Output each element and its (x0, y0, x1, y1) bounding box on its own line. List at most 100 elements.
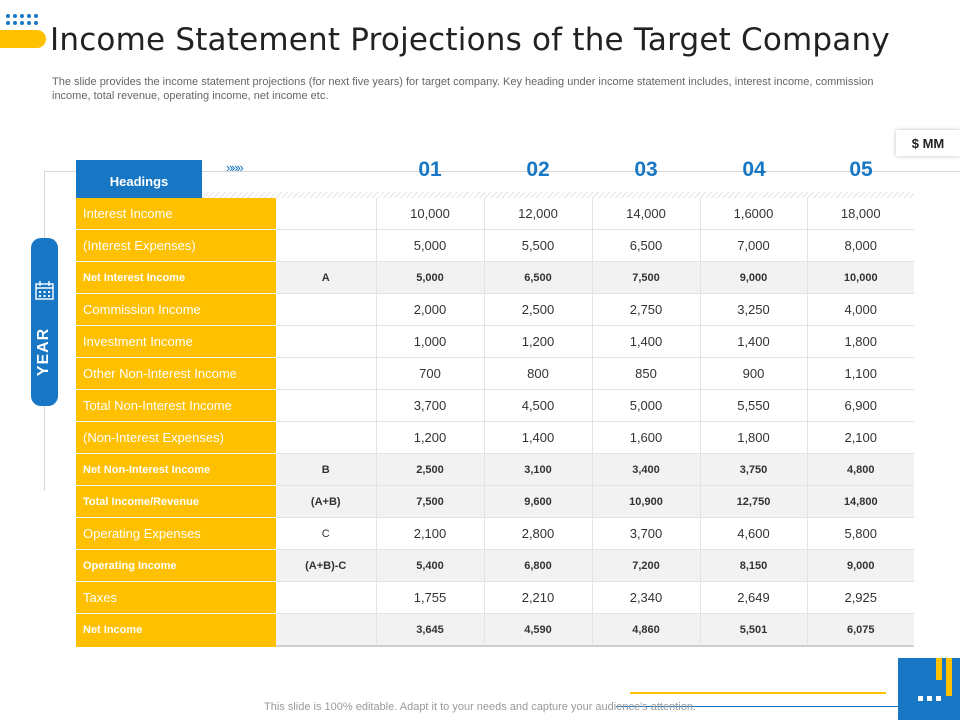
row-reference (276, 229, 377, 262)
footer-line-blue (616, 706, 910, 707)
value-cell: 2,649 (700, 581, 808, 614)
footer-note: This slide is 100% editable. Adapt it to… (264, 701, 696, 713)
row-label: Total Non-Interest Income (76, 389, 276, 422)
row-reference: (A+B)-C (276, 549, 377, 582)
row-reference: (A+B) (276, 485, 377, 518)
value-cell: 1,100 (807, 357, 914, 390)
year-03: 03 (634, 158, 658, 181)
table-row: Taxes 1,755 2,210 2,340 2,649 2,925 (76, 581, 914, 614)
row-label: Taxes (76, 581, 276, 614)
value-cell: 3,250 (700, 293, 808, 326)
headings-label: Headings (76, 160, 202, 202)
calendar-icon (35, 281, 54, 300)
row-reference (276, 357, 377, 390)
value-cell: 5,000 (592, 389, 701, 422)
value-cell: 1,755 (376, 581, 485, 614)
value-cell: 2,100 (376, 517, 485, 550)
row-label: Investment Income (76, 325, 276, 358)
value-cell: 1,200 (376, 421, 485, 454)
row-reference (276, 293, 377, 326)
value-cell: 10,000 (807, 261, 914, 294)
logo-dots (6, 14, 38, 25)
row-label: Net Income (76, 613, 276, 647)
chevrons-icon: »»» (226, 160, 244, 175)
table-row: Operating Income (A+B)-C 5,400 6,800 7,200 8,… (76, 549, 914, 582)
table-row: Investment Income 1,000 1,200 1,400 1,400 1,8… (76, 325, 914, 358)
value-cell: 4,000 (807, 293, 914, 326)
row-label: Other Non-Interest Income (76, 357, 276, 390)
value-cell: 1,6000 (700, 198, 808, 230)
row-reference (276, 325, 377, 358)
value-cell: 1,600 (592, 421, 701, 454)
table-row: Interest Income 10,000 12,000 14,000 1,6000 1… (76, 198, 914, 230)
value-cell: 1,000 (376, 325, 485, 358)
value-cell: 4,500 (484, 389, 593, 422)
value-cell: 1,400 (484, 421, 593, 454)
value-cell: 5,000 (376, 229, 485, 262)
row-reference: A (276, 261, 377, 294)
row-label: Total Income/Revenue (76, 485, 276, 518)
value-cell: 5,400 (376, 549, 485, 582)
value-cell: 2,500 (376, 453, 485, 486)
row-label: (Non-Interest Expenses) (76, 421, 276, 454)
unit-badge: $ MM (896, 130, 960, 156)
value-cell: 900 (700, 357, 808, 390)
frame-line-top (44, 171, 960, 172)
value-cell: 4,600 (700, 517, 808, 550)
year-02: 02 (526, 158, 550, 181)
value-cell: 3,400 (592, 453, 701, 486)
row-label: Net Non-Interest Income (76, 453, 276, 486)
row-reference (276, 421, 377, 454)
value-cell: 4,800 (807, 453, 914, 486)
value-cell: 6,500 (484, 261, 593, 294)
value-cell: 1,400 (700, 325, 808, 358)
value-cell: 9,600 (484, 485, 593, 518)
value-cell: 2,750 (592, 293, 701, 326)
year-label: YEAR (35, 327, 52, 377)
row-reference (276, 389, 377, 422)
table-row: (Non-Interest Expenses) 1,200 1,400 1,600 1,… (76, 421, 914, 454)
corner-dots-icon (918, 696, 941, 701)
value-cell: 5,500 (484, 229, 593, 262)
value-cell: 10,000 (376, 198, 485, 230)
value-cell: 1,400 (592, 325, 701, 358)
value-cell: 1,800 (700, 421, 808, 454)
row-label: Interest Income (76, 198, 276, 230)
value-cell: 10,900 (592, 485, 701, 518)
value-cell: 3,100 (484, 453, 593, 486)
row-label: Operating Income (76, 549, 276, 582)
value-cell: 2,100 (807, 421, 914, 454)
header-hatch (202, 192, 914, 198)
income-table: Interest Income 10,000 12,000 14,000 1,6000 1… (76, 198, 914, 647)
value-cell: 6,800 (484, 549, 593, 582)
value-cell: 7,500 (592, 261, 701, 294)
value-cell: 2,500 (484, 293, 593, 326)
value-cell: 5,800 (807, 517, 914, 550)
row-label: Commission Income (76, 293, 276, 326)
year-04: 04 (742, 158, 766, 181)
value-cell: 12,750 (700, 485, 808, 518)
value-cell: 14,800 (807, 485, 914, 518)
value-cell: 5,550 (700, 389, 808, 422)
row-reference (276, 198, 377, 230)
row-reference (276, 581, 377, 614)
table-row: Net Non-Interest Income B 2,500 3,100 3,400 3… (76, 453, 914, 486)
page-title: Income Statement Projections of the Targ… (50, 22, 890, 58)
value-cell: 8,150 (700, 549, 808, 582)
value-cell: 9,000 (807, 549, 914, 582)
value-cell: 2,340 (592, 581, 701, 614)
footer-line-yellow (630, 692, 886, 694)
value-cell: 700 (376, 357, 485, 390)
value-cell: 2,925 (807, 581, 914, 614)
value-cell: 8,000 (807, 229, 914, 262)
table-row: Operating Expenses C 2,100 2,800 3,700 4,600 5… (76, 517, 914, 550)
row-label: (Interest Expenses) (76, 229, 276, 262)
value-cell: 6,075 (807, 613, 914, 647)
year-01: 01 (418, 158, 442, 181)
value-cell: 5,501 (700, 613, 808, 647)
table-row: Net Income 3,645 4,590 4,860 5,501 6,075 (76, 613, 914, 647)
value-cell: 7,500 (376, 485, 485, 518)
value-cell: 3,700 (592, 517, 701, 550)
value-cell: 4,590 (484, 613, 593, 647)
table-row: Total Non-Interest Income 3,700 4,500 5,000… (76, 389, 914, 422)
